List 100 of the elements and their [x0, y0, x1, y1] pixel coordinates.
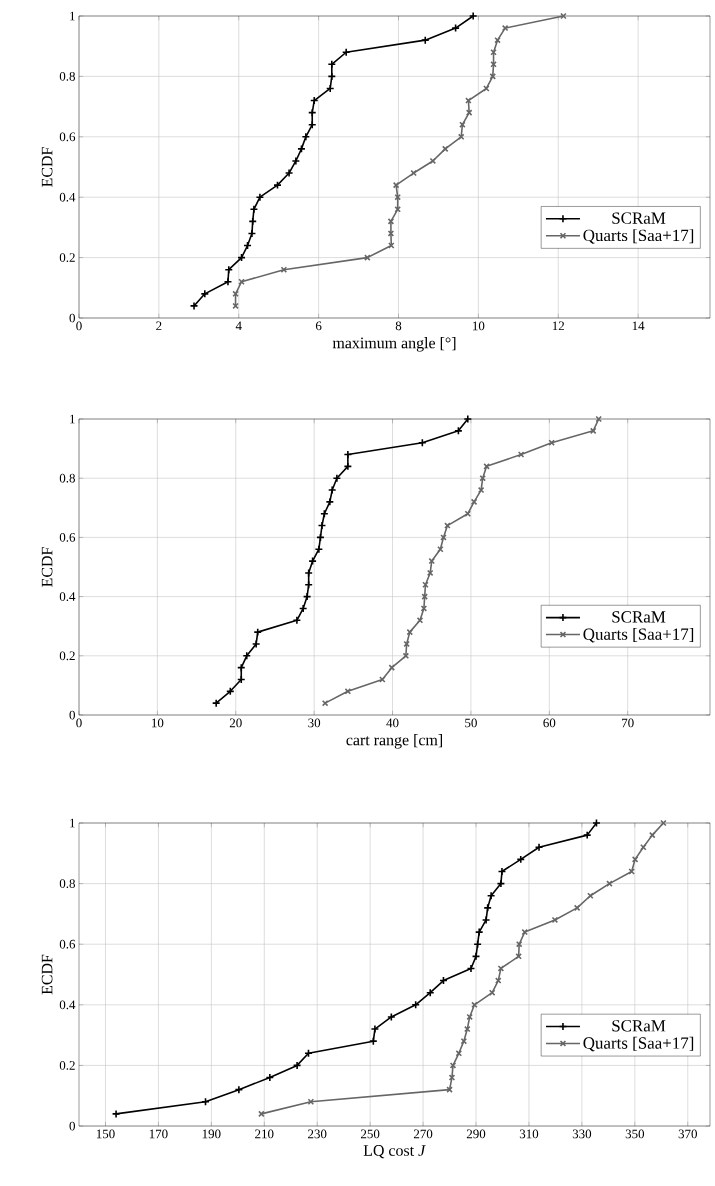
x-tick-label: 30 — [308, 718, 321, 728]
legend-label: SCRaM — [612, 611, 666, 623]
x-tick-label: 270 — [413, 1129, 433, 1139]
y-tick-label: 0.2 — [59, 253, 75, 262]
point — [587, 892, 594, 899]
point — [464, 510, 472, 517]
y-axis-title: ECDF — [41, 547, 53, 587]
legend-label: Quarts [Saa+17] — [583, 1036, 694, 1052]
x-tick-label: 60 — [543, 718, 556, 728]
x-tick-label: 330 — [572, 1129, 592, 1139]
x-axis-title: cart range [cm] — [346, 734, 442, 749]
point — [515, 940, 523, 948]
y-tick-label: 0.4 — [59, 1000, 76, 1010]
point — [479, 474, 486, 482]
x-tick-label: 170 — [149, 1129, 168, 1139]
x-axis-title: maximum angle [°] — [332, 337, 456, 352]
point — [548, 439, 555, 446]
point — [406, 628, 414, 636]
x-tick-label: 70 — [622, 718, 634, 728]
point — [483, 463, 490, 470]
point — [341, 47, 351, 57]
x-tick-label: 350 — [625, 1129, 645, 1139]
point — [460, 1037, 468, 1045]
point — [426, 569, 434, 577]
point — [242, 651, 252, 661]
x-tick-label: 290 — [466, 1129, 486, 1139]
x-tick-label: 2 — [156, 321, 162, 331]
point — [200, 289, 210, 299]
point — [474, 927, 484, 937]
legend-label: Quarts [Saa+17] — [583, 229, 694, 244]
point — [332, 473, 342, 483]
y-tick-label: 0 — [69, 313, 75, 323]
point — [421, 593, 428, 600]
point — [255, 192, 265, 202]
x-tick-label: 310 — [519, 1129, 539, 1139]
y-tick-label: 0.2 — [59, 1061, 75, 1070]
y-axis-title: ECDF — [41, 147, 53, 187]
point — [325, 497, 335, 507]
y-tick-label: 0.6 — [59, 939, 76, 949]
x-tick-label: 250 — [361, 1129, 380, 1139]
point — [327, 485, 337, 495]
point — [481, 915, 491, 925]
x-tick-label: 20 — [229, 718, 242, 728]
x-tick-label: 10 — [152, 718, 164, 728]
point — [223, 277, 233, 287]
point — [253, 627, 263, 637]
point — [486, 891, 496, 901]
point — [440, 534, 447, 541]
point — [307, 1098, 315, 1106]
point — [370, 1024, 380, 1034]
point — [465, 97, 472, 104]
y-tick-label: 1 — [70, 414, 75, 424]
x-tick-label: 230 — [308, 1129, 327, 1139]
point — [582, 830, 592, 840]
point — [284, 168, 294, 178]
legend-label: SCRaM — [612, 1020, 666, 1032]
point — [444, 522, 451, 529]
point — [441, 145, 449, 153]
y-axis-title: ECDF — [41, 954, 53, 995]
point — [455, 1050, 463, 1057]
x-tick-label: 210 — [255, 1129, 274, 1139]
point — [394, 193, 401, 201]
point — [379, 676, 386, 683]
point — [251, 639, 261, 649]
x-axis-title: LQ cost J — [363, 1145, 426, 1159]
x-tick-label: 50 — [465, 718, 477, 728]
point — [420, 35, 430, 45]
point — [292, 616, 302, 625]
y-tick-label: 0.6 — [59, 132, 76, 142]
y-tick-label: 0 — [69, 710, 75, 720]
y-tick-label: 0.2 — [59, 651, 75, 661]
point — [364, 254, 371, 261]
y-tick-label: 1 — [70, 11, 75, 21]
x-tick-label: 370 — [678, 1129, 697, 1139]
x-tick-label: 12 — [552, 321, 565, 331]
x-tick-label: 190 — [202, 1129, 221, 1139]
point — [314, 544, 324, 554]
point — [589, 427, 597, 435]
y-tick-label: 0.6 — [59, 533, 76, 542]
point — [640, 843, 647, 851]
point — [477, 486, 485, 494]
point — [470, 498, 478, 506]
x-tick-label: 10 — [473, 321, 485, 331]
point — [388, 664, 396, 671]
point — [501, 24, 509, 32]
x-tick-label: 14 — [632, 321, 645, 331]
point — [573, 904, 581, 912]
point — [457, 133, 465, 141]
point — [606, 880, 613, 887]
x-tick-label: 8 — [395, 321, 402, 331]
point — [515, 953, 522, 960]
point — [446, 1086, 453, 1093]
y-tick-label: 0.4 — [59, 192, 76, 202]
y-tick-label: 0.8 — [59, 879, 75, 889]
y-tick-label: 0.8 — [59, 473, 75, 483]
legend-label: Quarts [Saa+17] — [583, 627, 694, 643]
x-tick-label: 4 — [235, 321, 242, 331]
y-tick-label: 1 — [70, 818, 75, 828]
point — [394, 206, 401, 213]
point — [307, 120, 317, 130]
